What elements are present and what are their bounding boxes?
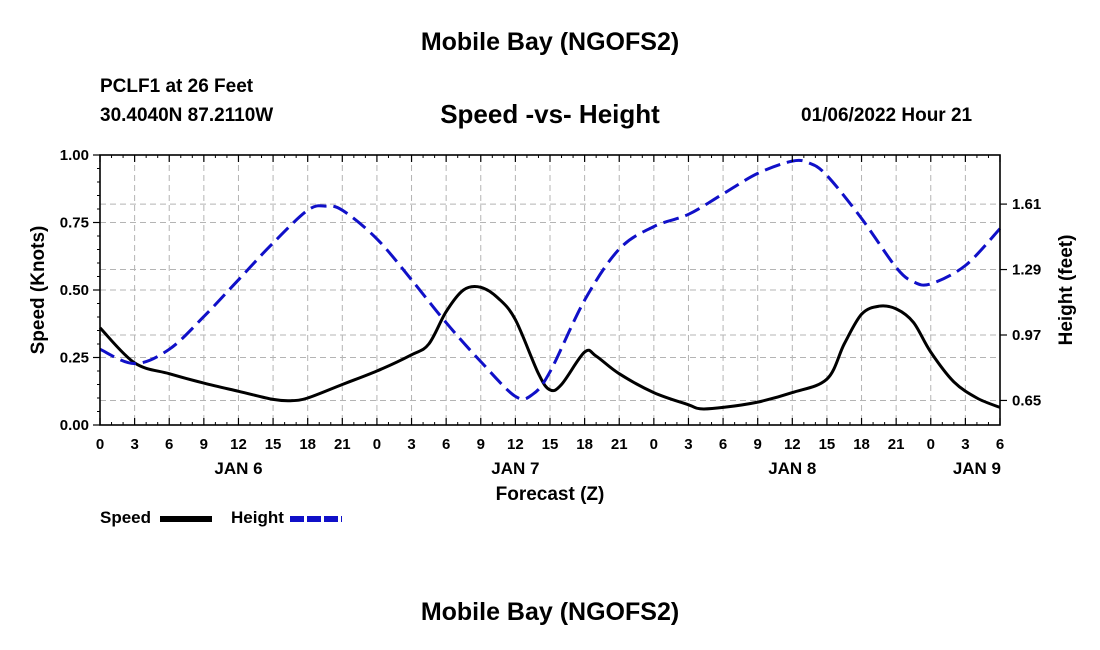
x-tick-label: 9 bbox=[754, 436, 762, 453]
legend-speed-label: Speed bbox=[100, 508, 152, 527]
axis-ticks: 0 3 6 9 12 15 18 21 0 3 6 9 12 15 18 21 0 3 6 9 12 15 18 21 0 3 6 J… bbox=[60, 147, 1041, 478]
x-tick-label: 3 bbox=[130, 436, 138, 453]
y-axis-label-left: Speed (Knots) bbox=[28, 226, 49, 355]
height-series-line bbox=[99, 158, 1002, 401]
x-tick-label: 3 bbox=[407, 436, 415, 453]
x-tick-label: 21 bbox=[611, 436, 628, 453]
x-tick-label: 0 bbox=[96, 436, 104, 453]
x-tick-label: 3 bbox=[684, 436, 692, 453]
station-coordinates: 30.4040N 87.2110W bbox=[100, 105, 274, 126]
main-title: Mobile Bay (NGOFS2) bbox=[420, 28, 680, 56]
x-tick-label: 18 bbox=[576, 436, 593, 453]
legend-height-swatch bbox=[290, 516, 342, 522]
x-tick-label: 0 bbox=[927, 436, 935, 453]
x-tick-label: 15 bbox=[542, 436, 559, 453]
legend-height-label: Height bbox=[231, 508, 284, 527]
y-right-tick-label: 1.61 bbox=[1012, 196, 1041, 213]
grid-lines bbox=[100, 155, 1000, 425]
x-tick-label: 6 bbox=[442, 436, 450, 453]
x-tick-label: 9 bbox=[200, 436, 208, 453]
x-tick-label: 18 bbox=[299, 436, 316, 453]
station-label: PCLF1 at 26 Feet bbox=[100, 76, 254, 97]
x-tick-label: 12 bbox=[230, 436, 247, 453]
y-left-tick-label: 0.50 bbox=[60, 282, 89, 299]
x-tick-label: 12 bbox=[784, 436, 801, 453]
speed-series-line bbox=[98, 284, 1001, 411]
y-left-tick-label: 0.75 bbox=[60, 215, 89, 232]
y-left-tick-label: 0.25 bbox=[60, 350, 89, 367]
x-tick-label: 9 bbox=[477, 436, 485, 453]
y-left-tick-label: 0.00 bbox=[60, 417, 89, 434]
y-left-tick-label: 1.00 bbox=[60, 147, 89, 164]
x-tick-label: 21 bbox=[888, 436, 905, 453]
chart-title: Speed -vs- Height bbox=[440, 99, 660, 129]
y-right-tick-label: 0.97 bbox=[1012, 327, 1041, 344]
y-axis-label-right: Height (feet) bbox=[1056, 235, 1077, 346]
footer-title: Mobile Bay (NGOFS2) bbox=[420, 598, 680, 626]
y-right-tick-label: 1.29 bbox=[1012, 262, 1041, 279]
date-label: JAN 6 bbox=[214, 459, 262, 478]
x-tick-label: 15 bbox=[265, 436, 282, 453]
y-right-tick-label: 0.65 bbox=[1012, 392, 1041, 409]
date-label: JAN 9 bbox=[953, 459, 1001, 478]
x-tick-label: 0 bbox=[373, 436, 381, 453]
x-tick-label: 6 bbox=[996, 436, 1004, 453]
x-tick-label: 12 bbox=[507, 436, 524, 453]
date-label: JAN 8 bbox=[768, 459, 816, 478]
forecast-timestamp: 01/06/2022 Hour 21 bbox=[801, 105, 973, 126]
x-tick-label: 6 bbox=[719, 436, 727, 453]
x-tick-label: 6 bbox=[165, 436, 173, 453]
x-tick-label: 18 bbox=[853, 436, 870, 453]
x-tick-label: 3 bbox=[961, 436, 969, 453]
x-tick-label: 0 bbox=[650, 436, 658, 453]
x-tick-label: 15 bbox=[819, 436, 836, 453]
series-lines bbox=[98, 158, 1002, 411]
x-tick-label: 21 bbox=[334, 436, 351, 453]
legend-speed-swatch bbox=[160, 516, 212, 522]
x-axis-label: Forecast (Z) bbox=[496, 484, 605, 505]
date-label: JAN 7 bbox=[491, 459, 539, 478]
